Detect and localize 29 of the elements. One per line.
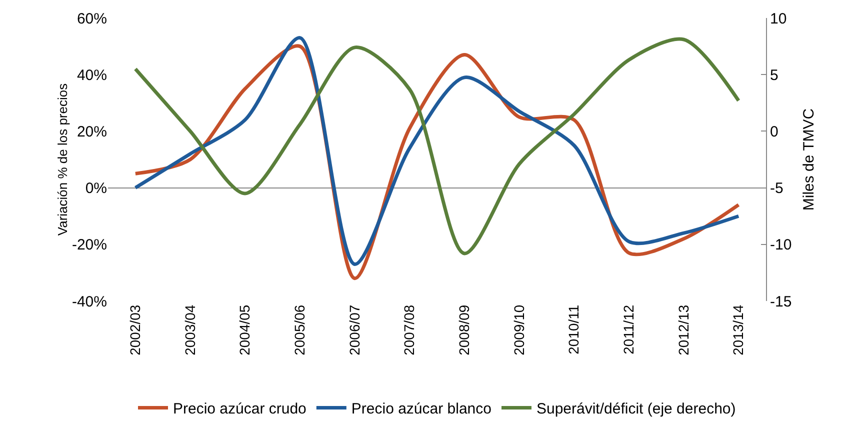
y2-tick-label: -5 (770, 180, 784, 198)
x-tick-label: 2008/09 (456, 304, 472, 356)
x-tick-label: 2005/06 (291, 304, 308, 356)
y2-tick-label: 10 (770, 10, 787, 28)
y2-tick-label: -15 (770, 293, 792, 310)
x-tick-label: 2009/10 (510, 304, 527, 356)
y-axis-title: Variación % de los precios (54, 82, 70, 236)
y2-tick-label: 0 (770, 123, 778, 140)
x-tick-label: 2004/05 (236, 304, 253, 356)
legend-label: Superávit/déficit (eje derecho) (536, 400, 736, 418)
y2-tick-label: 5 (770, 66, 778, 84)
x-tick-label: 2012/13 (675, 304, 692, 356)
x-tick-label: 2003/04 (182, 304, 198, 356)
y-tick-label: 20% (76, 123, 107, 140)
y2-axis-title: Miles de TMVC (800, 108, 818, 211)
x-tick-label: 2007/08 (401, 304, 418, 356)
y-tick-label: 60% (76, 10, 107, 28)
legend-label: Precio azúcar crudo (173, 400, 306, 418)
x-tick-label: 2006/07 (346, 304, 362, 356)
x-tick-label: 2011/12 (620, 304, 636, 354)
y-tick-label: 0% (85, 180, 107, 198)
y-tick-label: -20% (72, 236, 107, 254)
x-tick-label: 2013/14 (730, 304, 746, 356)
y2-tick-label: -10 (770, 236, 792, 254)
y-tick-label: 40% (76, 66, 107, 84)
y-tick-label: -40% (72, 293, 107, 310)
legend-label: Precio azúcar blanco (351, 400, 492, 418)
x-tick-label: 2010/11 (566, 304, 582, 354)
x-tick-label: 2002/03 (126, 304, 143, 356)
